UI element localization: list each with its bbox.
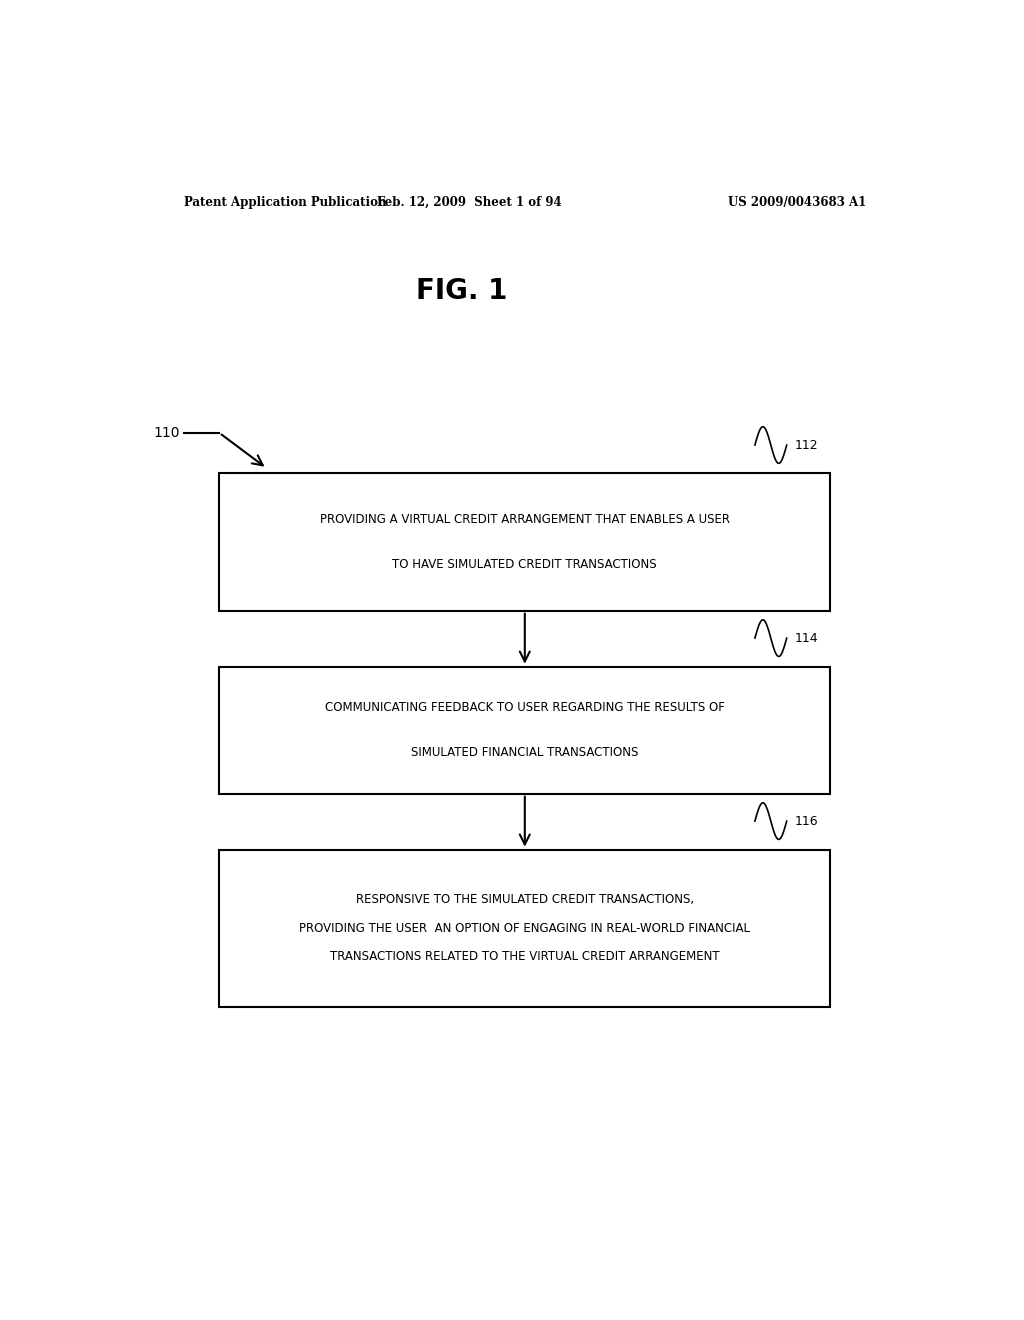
- Text: Feb. 12, 2009  Sheet 1 of 94: Feb. 12, 2009 Sheet 1 of 94: [377, 195, 561, 209]
- Text: TRANSACTIONS RELATED TO THE VIRTUAL CREDIT ARRANGEMENT: TRANSACTIONS RELATED TO THE VIRTUAL CRED…: [330, 950, 720, 964]
- Text: RESPONSIVE TO THE SIMULATED CREDIT TRANSACTIONS,: RESPONSIVE TO THE SIMULATED CREDIT TRANS…: [355, 894, 694, 907]
- Text: PROVIDING THE USER  AN OPTION OF ENGAGING IN REAL-WORLD FINANCIAL: PROVIDING THE USER AN OPTION OF ENGAGING…: [299, 921, 751, 935]
- Text: 110: 110: [153, 426, 179, 440]
- Text: SIMULATED FINANCIAL TRANSACTIONS: SIMULATED FINANCIAL TRANSACTIONS: [411, 746, 639, 759]
- Bar: [219, 667, 830, 793]
- Text: Patent Application Publication: Patent Application Publication: [183, 195, 386, 209]
- Text: US 2009/0043683 A1: US 2009/0043683 A1: [728, 195, 866, 209]
- Text: COMMUNICATING FEEDBACK TO USER REGARDING THE RESULTS OF: COMMUNICATING FEEDBACK TO USER REGARDING…: [325, 701, 725, 714]
- Text: FIG. 1: FIG. 1: [416, 276, 507, 305]
- Text: 116: 116: [795, 814, 818, 828]
- Bar: [219, 474, 830, 611]
- Text: 114: 114: [795, 632, 818, 644]
- Text: PROVIDING A VIRTUAL CREDIT ARRANGEMENT THAT ENABLES A USER: PROVIDING A VIRTUAL CREDIT ARRANGEMENT T…: [319, 513, 730, 527]
- Text: TO HAVE SIMULATED CREDIT TRANSACTIONS: TO HAVE SIMULATED CREDIT TRANSACTIONS: [392, 558, 657, 572]
- Bar: [219, 850, 830, 1007]
- Text: 112: 112: [795, 438, 818, 451]
